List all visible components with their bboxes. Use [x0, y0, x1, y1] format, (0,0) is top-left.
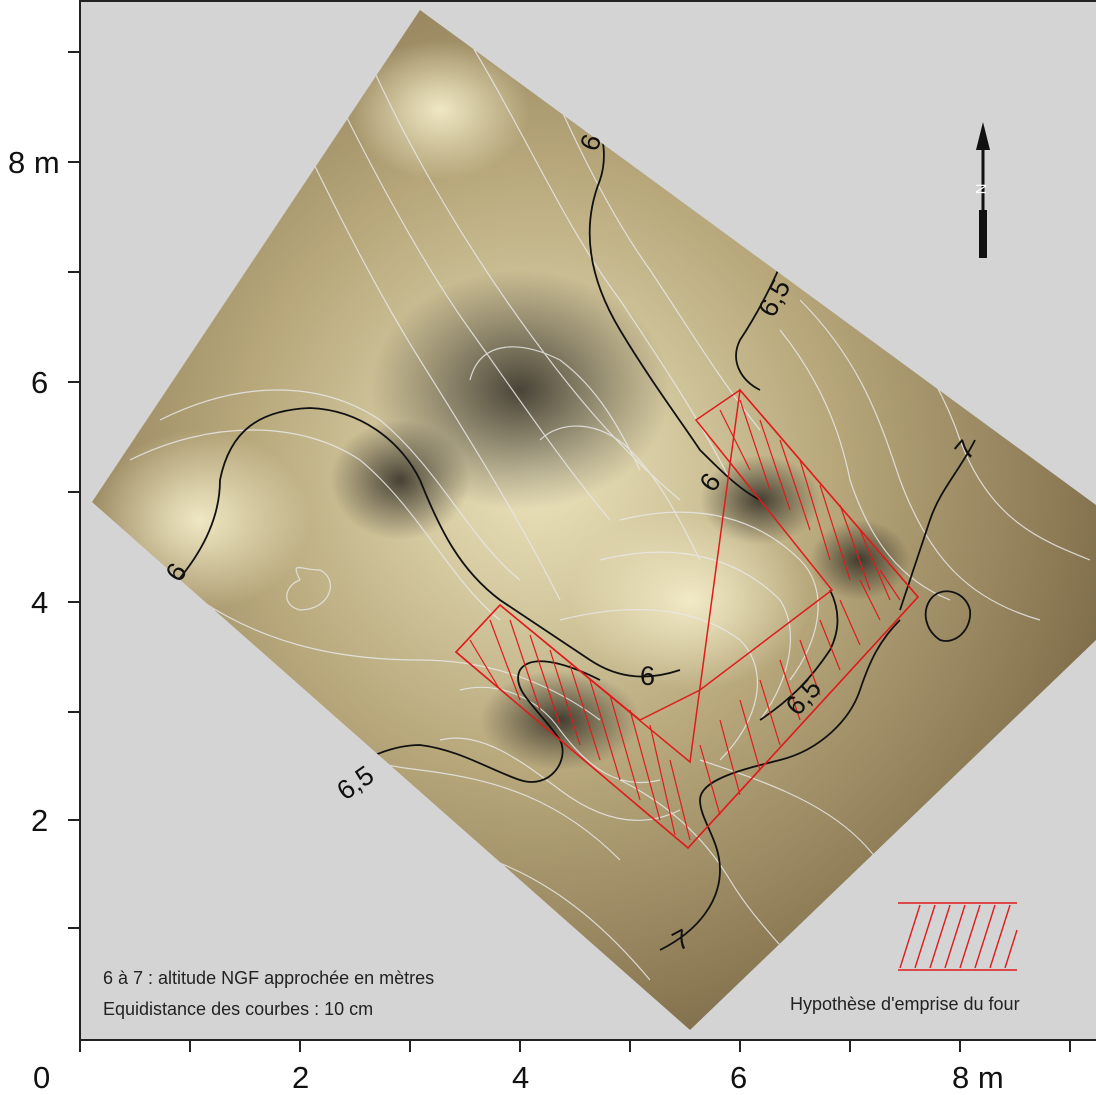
- contour-closed-east: [924, 590, 971, 642]
- x-tick-label: 0: [33, 1060, 50, 1095]
- terrain-light-zone-center: [570, 510, 810, 690]
- contour-6-5-east: [759, 589, 839, 721]
- terrain-dark-zone-west: [330, 420, 470, 540]
- kiln-footprint: [454, 388, 920, 850]
- north-arrow: N: [973, 122, 990, 258]
- x-tick-label: 2: [292, 1060, 309, 1095]
- contour-7-east: [899, 439, 976, 611]
- x-tick-label: 8 m: [952, 1060, 1004, 1095]
- major-contour-lines: [159, 89, 976, 951]
- contour-7-south: [659, 619, 901, 951]
- contour-6-north: [581, 89, 761, 501]
- kiln-outline-inner: [454, 389, 920, 850]
- north-arrow-head: [976, 122, 990, 150]
- x-tick-label: 4: [512, 1060, 529, 1095]
- y-tick-label: 6: [31, 365, 48, 400]
- legend-hatch-swatch: [898, 902, 1018, 971]
- y-axis: 2 4 6 8 m: [8, 51, 80, 929]
- north-arrow-letter: N: [973, 184, 990, 195]
- contour-6-5-west: [329, 660, 601, 783]
- x-tick-label: 6: [730, 1060, 747, 1095]
- x-axis: 0 2 4 6 8 m: [33, 1039, 1096, 1095]
- legend-label: Hypothèse d'emprise du four: [790, 994, 1020, 1014]
- y-tick-label: 2: [31, 803, 48, 838]
- y-tick-label: 8 m: [8, 145, 60, 180]
- note-line-2: Equidistance des courbes : 10 cm: [103, 999, 373, 1019]
- contour-6-west: [159, 407, 681, 678]
- y-tick-label: 4: [31, 585, 48, 620]
- note-line-1: 6 à 7 : altitude NGF approchée en mètres: [103, 968, 434, 988]
- north-arrow-tail: [979, 210, 987, 258]
- legend: Hypothèse d'emprise du four: [790, 902, 1020, 1014]
- contour-label-6-center: 6: [640, 661, 655, 691]
- terrain-dark-zone-kiln-south: [480, 670, 640, 770]
- map-notes: 6 à 7 : altitude NGF approchée en mètres…: [103, 968, 434, 1019]
- terrain-light-zone-north: [350, 40, 530, 180]
- kiln-hatching: [469, 399, 901, 841]
